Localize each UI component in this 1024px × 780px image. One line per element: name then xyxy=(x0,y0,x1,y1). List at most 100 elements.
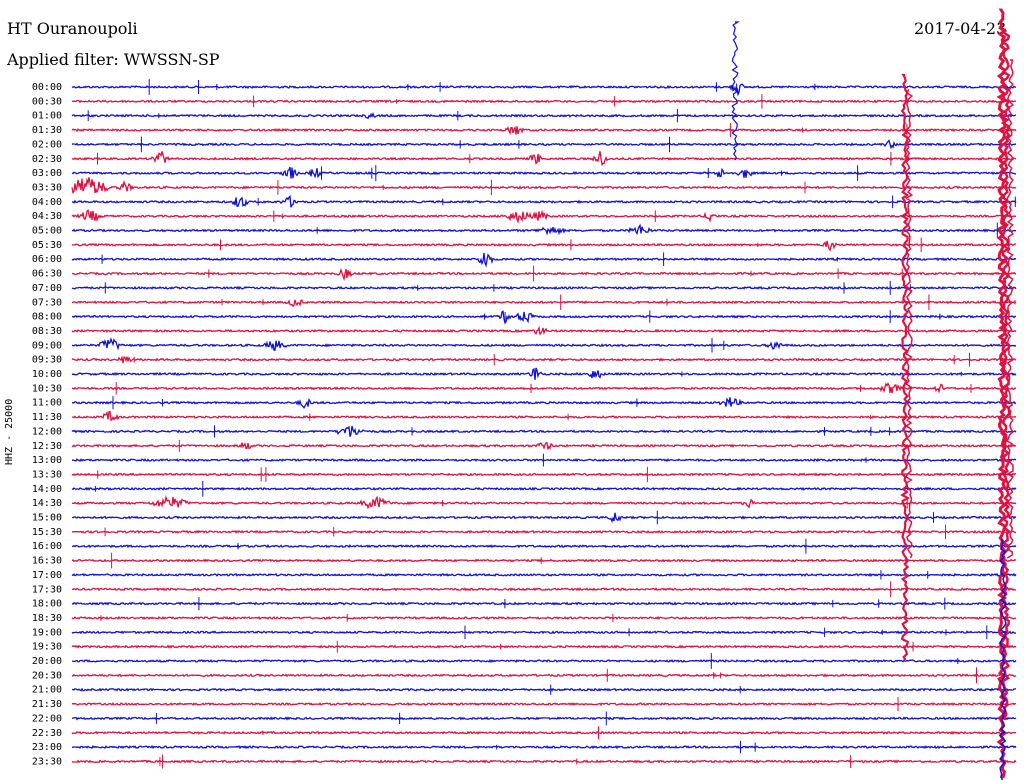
row-label: 13:00 xyxy=(32,455,62,466)
row-label: 10:30 xyxy=(32,383,62,394)
trace-row xyxy=(71,209,1017,224)
trace-row xyxy=(71,512,1017,524)
trace-row xyxy=(71,299,1017,308)
row-label: 02:30 xyxy=(32,154,62,165)
trace-row xyxy=(71,601,1017,606)
event-stroke xyxy=(900,73,911,661)
row-label: 20:30 xyxy=(32,670,62,681)
trace-row xyxy=(71,630,1017,635)
row-label: 08:00 xyxy=(32,312,62,323)
row-label: 18:30 xyxy=(32,613,62,624)
trace-row xyxy=(71,325,1017,336)
row-label: 15:00 xyxy=(32,513,62,524)
trace-row xyxy=(71,458,1017,463)
station-title: HT Ouranoupoli xyxy=(7,19,138,38)
row-label: 13:30 xyxy=(32,469,62,480)
trace-row xyxy=(71,544,1017,549)
row-label: 14:30 xyxy=(32,498,62,509)
row-label: 22:30 xyxy=(32,728,62,739)
trace-row xyxy=(71,425,1017,437)
trace-row xyxy=(71,125,1017,136)
row-label: 09:00 xyxy=(32,340,62,351)
row-label: 20:00 xyxy=(32,656,62,667)
trace-row xyxy=(71,701,1017,707)
row-label: 23:00 xyxy=(32,742,62,753)
trace-row xyxy=(71,587,1016,592)
row-label: 03:00 xyxy=(32,168,62,179)
trace-row xyxy=(71,673,1017,678)
row-label: 15:30 xyxy=(32,527,62,538)
row-label: 19:00 xyxy=(32,627,62,638)
row-label: 23:30 xyxy=(32,756,62,767)
trace-row xyxy=(71,83,1017,97)
trace-row xyxy=(71,687,1017,692)
trace-row xyxy=(71,337,1017,351)
row-label: 17:00 xyxy=(32,570,62,581)
row-label: 02:00 xyxy=(32,139,62,150)
trace-row xyxy=(71,99,1017,104)
event-stroke xyxy=(996,8,1008,779)
row-label: 07:00 xyxy=(32,283,62,294)
trace-row xyxy=(71,572,1017,578)
trace-row xyxy=(71,367,1017,380)
trace-row xyxy=(71,472,1017,477)
trace-row xyxy=(71,486,1017,491)
trace-row xyxy=(71,310,1017,325)
row-label: 04:30 xyxy=(32,211,62,222)
trace-row xyxy=(71,285,1017,291)
trace-row xyxy=(71,716,1017,721)
trace-row xyxy=(71,267,1016,282)
row-label: 11:00 xyxy=(32,398,62,409)
trace-row xyxy=(71,615,1017,621)
event-stroke xyxy=(998,539,1007,780)
trace-row xyxy=(72,382,1017,394)
row-label: 06:00 xyxy=(32,254,62,265)
row-label: 14:00 xyxy=(32,484,62,495)
row-label: 05:30 xyxy=(32,240,62,251)
row-label: 16:30 xyxy=(32,556,62,567)
trace-row xyxy=(71,759,1017,764)
row-label: 05:00 xyxy=(32,226,62,237)
event-stroke xyxy=(904,89,914,559)
trace-row xyxy=(71,166,1017,179)
row-label: 21:30 xyxy=(32,699,62,710)
row-label: 16:00 xyxy=(32,541,62,552)
trace-row xyxy=(71,139,1017,150)
trace-row xyxy=(71,658,1017,664)
trace-row xyxy=(71,195,1017,208)
row-label: 00:00 xyxy=(32,82,62,93)
trace-row xyxy=(71,744,1017,750)
trace-row xyxy=(71,558,1017,563)
trace-row xyxy=(71,177,1017,195)
trace-row xyxy=(71,644,1017,649)
trace-row xyxy=(72,529,1017,534)
trace-row xyxy=(71,730,1017,735)
trace-row xyxy=(71,355,1017,364)
trace-row xyxy=(71,240,1016,252)
row-label: 00:30 xyxy=(32,96,62,107)
row-label: 01:30 xyxy=(32,125,62,136)
row-label: 17:30 xyxy=(32,584,62,595)
trace-row xyxy=(71,151,1017,167)
row-label: 01:00 xyxy=(32,111,62,122)
trace-row xyxy=(71,442,1017,450)
row-label: 11:30 xyxy=(32,412,62,423)
row-label: 19:30 xyxy=(32,642,62,653)
trace-row xyxy=(72,410,1017,422)
trace-row xyxy=(71,223,1017,236)
trace-row xyxy=(71,397,1017,409)
row-label: 07:30 xyxy=(32,297,62,308)
row-label: 08:30 xyxy=(32,326,62,337)
date-label: 2017-04-23 xyxy=(914,19,1007,38)
filter-label: Applied filter: WWSSN-SP xyxy=(7,50,220,69)
event-stroke xyxy=(731,21,740,161)
trace-row xyxy=(71,252,1017,268)
row-label: 21:00 xyxy=(32,685,62,696)
row-label: 04:00 xyxy=(32,197,62,208)
trace-row xyxy=(71,495,1017,510)
row-label: 12:00 xyxy=(32,426,62,437)
row-label: 22:00 xyxy=(32,713,62,724)
row-label: 10:00 xyxy=(32,369,62,380)
row-label: 12:30 xyxy=(32,441,62,452)
